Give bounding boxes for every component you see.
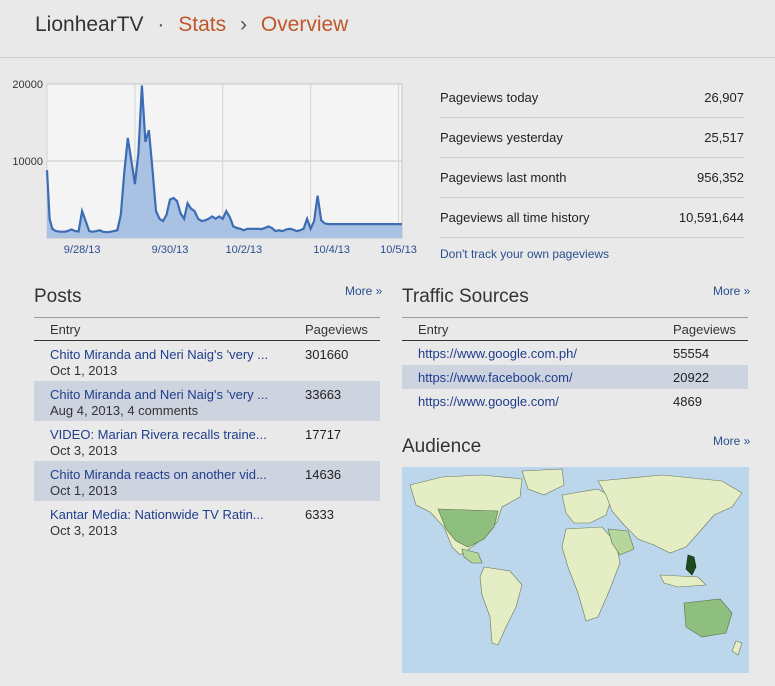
table-row: Kantar Media: Nationwide TV Ratin... Oct …	[34, 501, 380, 541]
table-row: Chito Miranda and Neri Naig's 'very ... O…	[34, 341, 380, 381]
blog-name[interactable]: LionhearTV	[35, 13, 144, 36]
summary-label: Pageviews yesterday	[440, 130, 563, 145]
table-row: https://www.google.com.ph/ 55554	[402, 341, 748, 365]
europe-shape	[561, 488, 613, 524]
traffic-source-link[interactable]: https://www.google.com/	[418, 393, 559, 409]
chart-y-tick-label: 20000	[12, 79, 43, 91]
col-pageviews: Pageviews	[673, 321, 736, 337]
table-row: Chito Miranda and Neri Naig's 'very ... A…	[34, 381, 380, 421]
post-views: 17717	[305, 427, 342, 442]
summary-value: 25,517	[704, 130, 744, 145]
table-row: https://www.facebook.com/ 20922	[402, 365, 748, 389]
pageviews-chart-svg: 20000 10000 9/28/13 9/30/13 10/2/13 10/4/13 10…	[12, 79, 417, 256]
traffic-table-header: Entry Pageviews	[402, 317, 748, 341]
chart-x-tick-label: 10/4/13	[313, 244, 350, 256]
post-views: 301660	[305, 347, 349, 362]
traffic-source-link[interactable]: https://www.google.com.ph/	[418, 345, 577, 361]
post-views: 14636	[305, 467, 342, 482]
traffic-source-link[interactable]: https://www.facebook.com/	[418, 369, 573, 385]
chart-x-tick-label: 9/28/13	[64, 244, 101, 256]
summary-row: Pageviews all time history 10,591,644	[440, 198, 744, 238]
summary-row: Pageviews yesterday 25,517	[440, 118, 744, 158]
summary-label: Pageviews all time history	[440, 210, 590, 225]
post-date: Oct 1, 2013	[50, 483, 118, 498]
posts-more-link[interactable]: More »	[345, 284, 383, 298]
breadcrumb-stats[interactable]: Stats	[178, 13, 227, 36]
posts-table-header: Entry Pageviews	[34, 317, 380, 341]
traffic-views: 4869	[673, 393, 702, 409]
south-america-shape	[479, 566, 523, 646]
post-title-link[interactable]: VIDEO: Marian Rivera recalls traine...	[50, 427, 267, 442]
united-states-shape	[437, 508, 499, 548]
audience-title: Audience	[402, 436, 482, 457]
asia-shape	[597, 474, 743, 554]
indonesia-shape	[659, 574, 707, 588]
chart-series-line	[45, 85, 402, 234]
post-date: Oct 1, 2013	[50, 363, 118, 378]
greenland-shape	[521, 468, 565, 496]
breadcrumb-dot: ·	[157, 13, 165, 36]
post-date: Oct 3, 2013	[50, 523, 118, 538]
summary-row: Pageviews last month 956,352	[440, 158, 744, 198]
breadcrumb-arrow: ›	[239, 13, 247, 36]
summary-label: Pageviews last month	[440, 170, 567, 185]
central-america-shape	[461, 548, 483, 564]
chart-series-area	[47, 85, 402, 238]
post-date: Aug 4, 2013, 4 comments	[50, 403, 199, 418]
middle-east-shape	[607, 528, 635, 556]
summary-value: 26,907	[704, 90, 744, 105]
traffic-table: Entry Pageviews https://www.google.com.p…	[402, 317, 748, 413]
chart-x-tick-label: 10/5/13	[380, 244, 417, 256]
audience-world-map[interactable]	[402, 467, 749, 673]
breadcrumb: LionhearTV · Stats › Overview	[35, 13, 348, 37]
world-map-svg	[409, 468, 743, 656]
chart-y-tick-label: 10000	[12, 156, 43, 168]
table-row: https://www.google.com/ 4869	[402, 389, 748, 413]
dont-track-link[interactable]: Don't track your own pageviews	[440, 247, 610, 261]
post-title-link[interactable]: Chito Miranda reacts on another vid...	[50, 467, 267, 482]
posts-table: Entry Pageviews Chito Miranda and Neri N…	[34, 317, 380, 541]
traffic-title: Traffic Sources	[402, 286, 529, 307]
chart-x-tick-label: 9/30/13	[152, 244, 189, 256]
page-header: LionhearTV · Stats › Overview	[0, 0, 775, 58]
pageviews-summary: Pageviews today 26,907 Pageviews yesterd…	[440, 78, 744, 261]
post-date: Oct 3, 2013	[50, 443, 118, 458]
col-entry: Entry	[418, 321, 449, 337]
summary-label: Pageviews today	[440, 90, 539, 105]
breadcrumb-overview[interactable]: Overview	[260, 13, 349, 36]
australia-shape	[683, 598, 733, 638]
table-row: Chito Miranda reacts on another vid... Oc…	[34, 461, 380, 501]
traffic-views: 20922	[673, 369, 710, 385]
new-zealand-shape	[731, 640, 743, 656]
table-row: VIDEO: Marian Rivera recalls traine... Oc…	[34, 421, 380, 461]
post-title-link[interactable]: Kantar Media: Nationwide TV Ratin...	[50, 507, 264, 522]
post-title-link[interactable]: Chito Miranda and Neri Naig's 'very ...	[50, 387, 269, 402]
col-pageviews: Pageviews	[305, 321, 368, 337]
chart-x-tick-label: 10/2/13	[225, 244, 262, 256]
post-title-link[interactable]: Chito Miranda and Neri Naig's 'very ...	[50, 347, 269, 362]
pageviews-chart: 20000 10000 9/28/13 9/30/13 10/2/13 10/4/13 10…	[0, 72, 420, 262]
summary-value: 10,591,644	[678, 210, 744, 225]
summary-row: Pageviews today 26,907	[440, 78, 744, 118]
philippines-shape	[685, 554, 697, 576]
post-views: 6333	[305, 507, 334, 522]
posts-title: Posts	[34, 286, 82, 307]
col-entry: Entry	[50, 321, 81, 337]
post-views: 33663	[305, 387, 342, 402]
traffic-views: 55554	[673, 345, 710, 361]
audience-more-link[interactable]: More »	[713, 434, 751, 448]
summary-value: 956,352	[697, 170, 744, 185]
traffic-more-link[interactable]: More »	[713, 284, 751, 298]
